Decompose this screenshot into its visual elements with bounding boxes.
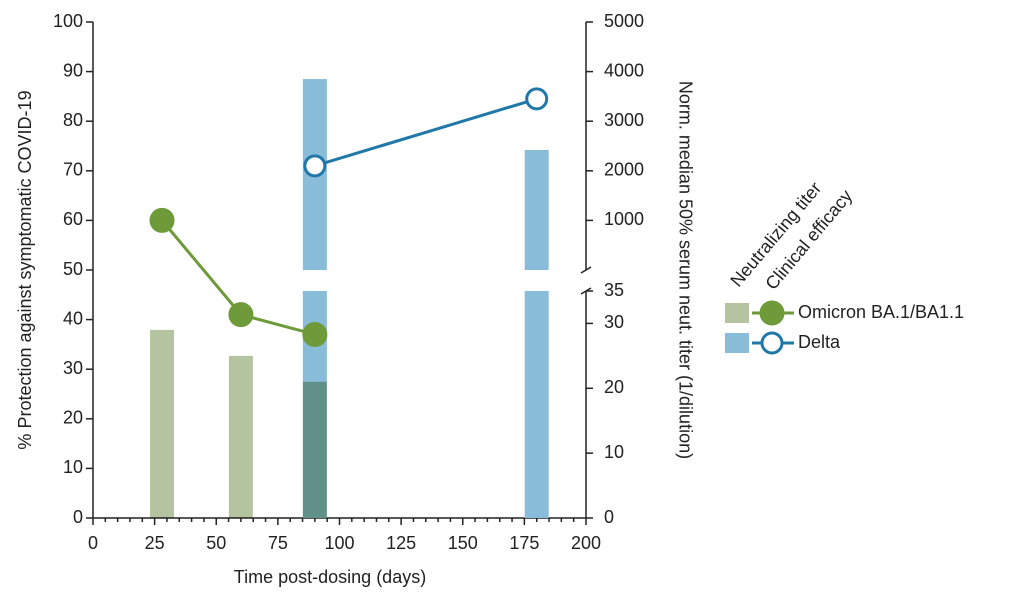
bar: [524, 149, 549, 518]
x-tick-label: 0: [88, 533, 98, 553]
y-tick-label: 80: [63, 110, 83, 130]
x-tick-label: 100: [324, 533, 354, 553]
y2-tick-label: 10: [604, 442, 624, 462]
marker: [525, 87, 549, 111]
legend-swatch: [725, 303, 749, 323]
y2-axis-title: Norm. median 50% serum neut. titer (1/di…: [675, 81, 695, 459]
y-tick-label: 10: [63, 457, 83, 477]
y-axis-title: % Protection against symptomatic COVID-1…: [15, 90, 35, 449]
x-tick-label: 150: [448, 533, 478, 553]
bar: [228, 355, 253, 518]
y-tick-label: 40: [63, 308, 83, 328]
x-axis-title: Time post-dosing (days): [234, 567, 426, 587]
x-tick-label: 50: [206, 533, 226, 553]
marker: [303, 154, 327, 178]
legend-label: Omicron BA.1/BA1.1: [798, 302, 964, 322]
bar: [150, 329, 175, 518]
y2-tick-label: 1000: [604, 209, 644, 229]
legend-marker: [759, 300, 785, 326]
y-tick-label: 50: [63, 259, 83, 279]
legend-label: Delta: [798, 332, 841, 352]
x-tick-label: 75: [268, 533, 288, 553]
y2-tick-label: 30: [604, 312, 624, 332]
marker: [149, 207, 175, 233]
y2-tick-label: 20: [604, 377, 624, 397]
y2-tick-label: 35: [604, 280, 624, 300]
y-tick-label: 60: [63, 209, 83, 229]
legend-marker: [760, 331, 784, 355]
bar: [302, 381, 327, 518]
axis-break: [580, 266, 592, 274]
y2-tick-label: 0: [604, 507, 614, 527]
y-tick-label: 0: [73, 507, 83, 527]
x-tick-label: 200: [571, 533, 601, 553]
x-tick-label: 125: [386, 533, 416, 553]
x-tick-label: 25: [145, 533, 165, 553]
x-tick-label: 175: [509, 533, 539, 553]
y-tick-label: 100: [53, 11, 83, 31]
y-tick-label: 90: [63, 60, 83, 80]
y-tick-label: 30: [63, 358, 83, 378]
marker: [302, 321, 328, 347]
y2-tick-label: 4000: [604, 60, 644, 80]
y-tick-label: 20: [63, 408, 83, 428]
y2-tick-label: 2000: [604, 160, 644, 180]
line: [314, 97, 538, 168]
y-tick-label: 70: [63, 160, 83, 180]
marker: [228, 302, 254, 328]
y2-tick-label: 5000: [604, 11, 644, 31]
legend-swatch: [725, 333, 749, 353]
y2-tick-label: 3000: [604, 110, 644, 130]
